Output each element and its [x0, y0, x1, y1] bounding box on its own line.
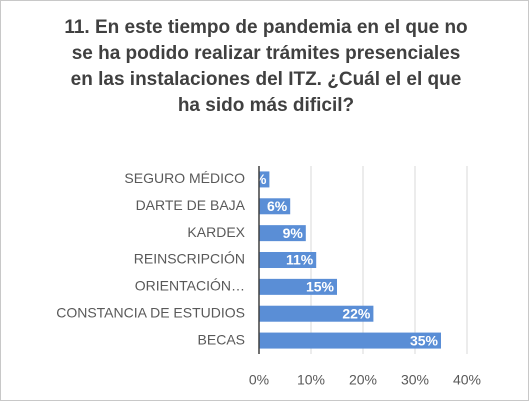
y-tick-label: ORIENTACIÓN… [135, 278, 245, 294]
bar [259, 305, 374, 322]
bar [259, 278, 337, 295]
bar [259, 332, 441, 349]
x-tick-label: 40% [453, 372, 481, 388]
data-label: 35% [410, 332, 439, 348]
data-label: 9% [283, 225, 304, 241]
x-tick-label: 20% [349, 372, 377, 388]
bar [259, 198, 291, 215]
x-tick-label: 0% [249, 372, 269, 388]
y-tick-label: CONSTANCIA DE ESTUDIOS [56, 304, 245, 320]
x-tick-label: 10% [297, 372, 325, 388]
x-tick-label: 30% [401, 372, 429, 388]
bar [259, 252, 317, 268]
y-tick-label: REINSCRIPCIÓN [134, 251, 245, 267]
y-tick-label: KARDEX [187, 224, 245, 240]
data-label: 11% [286, 252, 314, 268]
data-label: 15% [306, 279, 335, 295]
data-label: 22% [342, 305, 371, 321]
chart-title: 11. En este tiempo de pandemia en el que… [64, 17, 468, 116]
bar [259, 225, 306, 242]
y-tick-label: DARTE DE BAJA [136, 197, 246, 213]
y-tick-label: BECAS [198, 331, 245, 347]
bar [259, 171, 270, 188]
data-label: 2% [246, 171, 267, 187]
y-tick-label: SEGURO MÉDICO [124, 170, 245, 186]
data-label: 6% [267, 198, 288, 214]
